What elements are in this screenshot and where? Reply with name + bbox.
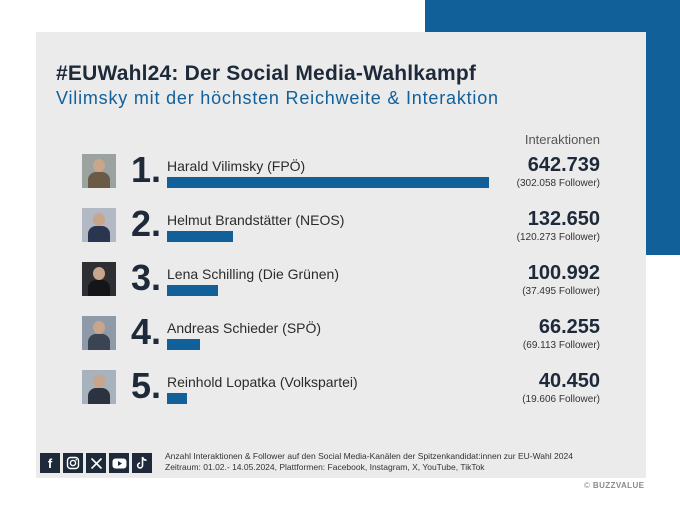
candidate-photo-head xyxy=(93,159,105,172)
candidate-name: Andreas Schieder (SPÖ) xyxy=(167,320,322,336)
copyright-symbol: © xyxy=(584,481,591,490)
facebook-icon: f xyxy=(40,453,60,473)
candidate-photo xyxy=(82,262,116,296)
candidate-photo-body xyxy=(88,388,110,404)
candidate-photo xyxy=(82,370,116,404)
interaction-bar xyxy=(167,393,187,404)
candidate-photo-body xyxy=(88,334,110,350)
ranking-row: 1. Harald Vilimsky (FPÖ) 642.739 (302.058 F… xyxy=(36,149,646,204)
x-icon xyxy=(86,453,106,473)
candidate-photo xyxy=(82,316,116,350)
candidate-photo-head xyxy=(93,321,105,334)
candidate-photo xyxy=(82,208,116,242)
rank-number: 5. xyxy=(131,365,162,406)
brand-logo: BUZZVALUE xyxy=(592,481,645,490)
follower-count: (19.606 Follower) xyxy=(522,394,600,405)
candidate-photo-body xyxy=(88,172,110,188)
candidate-name: Harald Vilimsky (FPÖ) xyxy=(167,158,306,174)
infographic-card: #EUWahl24: Der Social Media-Wahlkampf Vi… xyxy=(36,32,646,478)
ranking-row: 2. Helmut Brandstätter (NEOS) 132.650 (120.… xyxy=(36,203,646,258)
rank-number: 3. xyxy=(131,257,162,298)
interaction-bar xyxy=(167,339,200,350)
follower-count: (37.495 Follower) xyxy=(522,286,600,297)
candidate-photo-head xyxy=(93,213,105,226)
interaction-value: 642.739 xyxy=(527,154,600,176)
instagram-icon xyxy=(63,453,83,473)
rank-number: 1. xyxy=(131,149,162,190)
footnote-line-1: Anzahl Interaktionen & Follower auf den … xyxy=(165,451,573,461)
candidate-photo xyxy=(82,154,116,188)
follower-count: (302.058 Follower) xyxy=(516,178,600,189)
youtube-icon xyxy=(109,453,129,473)
follower-count: (120.273 Follower) xyxy=(516,232,600,243)
interaction-value: 40.450 xyxy=(538,370,600,392)
follower-count: (69.113 Follower) xyxy=(522,340,600,351)
interaction-value: 132.650 xyxy=(527,208,600,230)
interaction-value: 66.255 xyxy=(538,316,600,338)
candidate-photo-head xyxy=(93,267,105,280)
ranking-row: 4. Andreas Schieder (SPÖ) 66.255 (69.113 Fo… xyxy=(36,311,646,366)
rank-number: 2. xyxy=(131,203,162,244)
interaction-bar xyxy=(167,177,489,188)
interaction-bar xyxy=(167,285,218,296)
candidate-name: Lena Schilling (Die Grünen) xyxy=(167,266,339,282)
page-subtitle: Vilimsky mit der höchsten Reichweite & I… xyxy=(56,88,499,108)
column-header: Interaktionen xyxy=(524,132,600,147)
candidate-photo-head xyxy=(93,375,105,388)
candidate-name: Helmut Brandstätter (NEOS) xyxy=(167,212,345,228)
credit: © BUZZVALUE xyxy=(584,481,644,490)
tiktok-icon xyxy=(132,453,152,473)
interaction-value: 100.992 xyxy=(527,262,600,284)
footnote: Anzahl Interaktionen & Follower auf den … xyxy=(165,451,573,473)
footnote-line-2: Zeitraum: 01.02.- 14.05.2024, Plattforme… xyxy=(165,462,485,472)
social-icons: f xyxy=(40,453,152,473)
ranking-row: 5. Reinhold Lopatka (Volkspartei) 40.450 (1… xyxy=(36,365,646,420)
page-title: #EUWahl24: Der Social Media-Wahlkampf xyxy=(56,62,477,85)
ranking-row: 3. Lena Schilling (Die Grünen) 100.992 (37.… xyxy=(36,257,646,312)
interaction-bar xyxy=(167,231,233,242)
candidate-photo-body xyxy=(88,280,110,296)
candidate-photo-body xyxy=(88,226,110,242)
rank-number: 4. xyxy=(131,311,162,352)
candidate-name: Reinhold Lopatka (Volkspartei) xyxy=(167,374,358,390)
